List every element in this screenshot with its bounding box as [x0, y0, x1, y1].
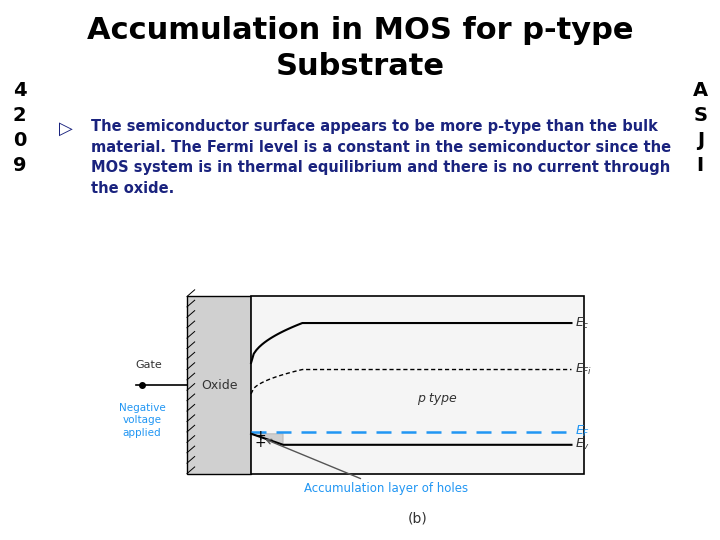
Text: Negative
voltage
applied: Negative voltage applied	[119, 403, 166, 437]
Text: +: +	[255, 436, 266, 450]
Bar	[187, 296, 251, 474]
Text: 4
2
0
9: 4 2 0 9	[13, 81, 27, 175]
Text: ▷: ▷	[59, 119, 73, 137]
Text: $E_F$: $E_F$	[575, 424, 590, 439]
Text: Accumulation layer of holes: Accumulation layer of holes	[266, 440, 468, 495]
Text: The semiconductor surface appears to be more p-type than the bulk
material. The : The semiconductor surface appears to be …	[91, 119, 671, 195]
Text: $E_v$: $E_v$	[575, 437, 590, 453]
Text: A
S
J
I: A S J I	[693, 81, 708, 175]
Text: p type: p type	[417, 392, 456, 405]
Text: Gate: Gate	[135, 360, 162, 369]
Polygon shape	[251, 434, 283, 445]
Text: +: +	[255, 429, 266, 443]
Bar	[251, 296, 585, 474]
Text: $E_{Fi}$: $E_{Fi}$	[575, 362, 592, 377]
Text: Oxide: Oxide	[201, 379, 238, 392]
Text: Accumulation in MOS for p-type
Substrate: Accumulation in MOS for p-type Substrate	[86, 16, 634, 81]
Text: (b): (b)	[408, 511, 428, 525]
Text: $E_c$: $E_c$	[575, 315, 589, 330]
